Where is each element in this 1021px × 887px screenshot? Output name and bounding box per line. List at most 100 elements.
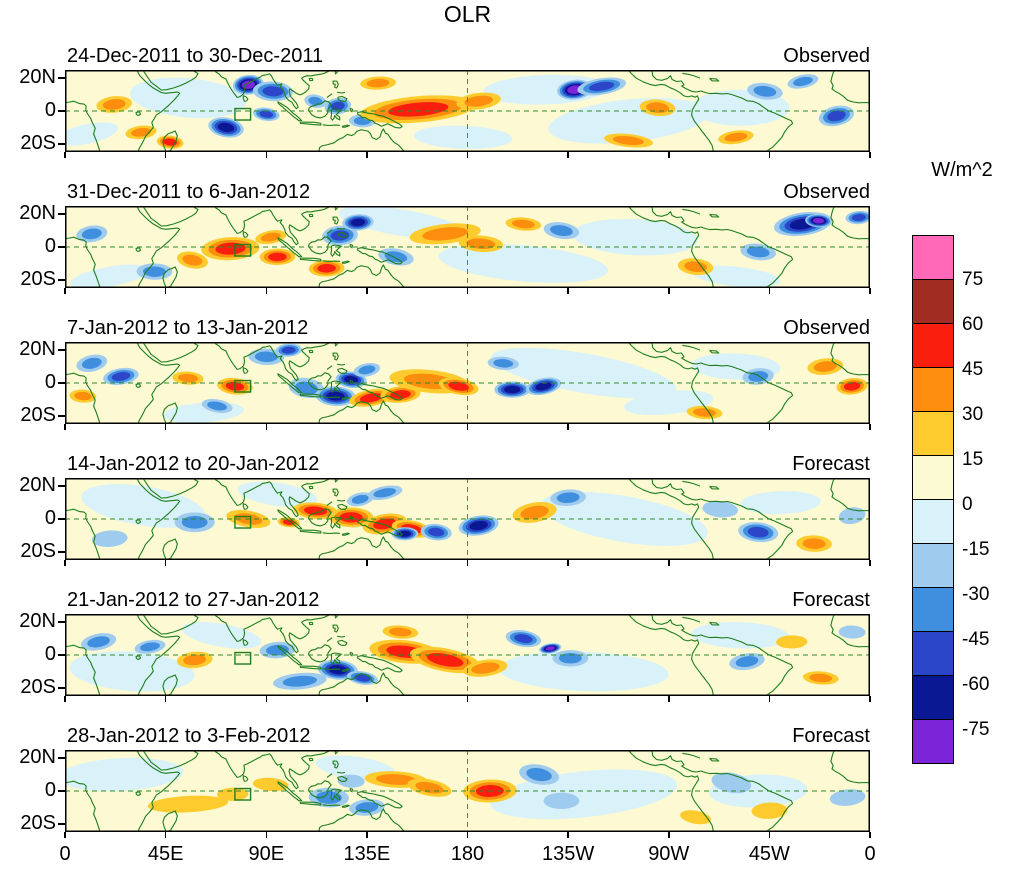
coastline (307, 644, 332, 663)
coastline (162, 402, 178, 424)
coastline (349, 515, 354, 521)
anomaly-blob (458, 235, 504, 253)
anomaly-blob (796, 535, 832, 552)
coastline (651, 342, 794, 424)
y-axis-tick-label: 20N (19, 746, 56, 769)
anomaly-blob (346, 492, 374, 507)
anomaly-blob (174, 512, 215, 533)
panel-kind-label: Observed (783, 45, 870, 67)
anomaly-blob (519, 764, 559, 785)
x-axis-tick-mark (567, 832, 569, 838)
coastline (326, 773, 333, 778)
coastline (337, 499, 346, 502)
coastline (337, 95, 348, 102)
coastline (326, 637, 333, 642)
anomaly-blob (838, 507, 866, 525)
panel-border (65, 614, 870, 696)
x-axis-tick-mark (567, 288, 569, 294)
anomaly-blob (176, 651, 213, 669)
coastline (326, 365, 333, 370)
x-axis-tick-mark (768, 560, 771, 566)
anomaly-blob (572, 218, 698, 256)
coastline (682, 72, 701, 79)
coastline (337, 503, 348, 510)
x-axis-tick-label: 90W (648, 843, 690, 865)
panel-date-label: 21-Jan-2012 to 27-Jan-2012 (67, 589, 320, 611)
colorbar-cell (912, 675, 954, 720)
coastline (307, 100, 332, 119)
coastline (341, 532, 350, 536)
coastline (349, 243, 354, 249)
x-axis-tick-mark (164, 696, 167, 702)
colorbar-cell (912, 323, 954, 368)
x-axis-tick-mark (164, 288, 167, 294)
x-axis-tick-mark (64, 560, 66, 566)
coastlines (65, 342, 870, 424)
coastline (349, 107, 354, 113)
coastline (682, 208, 701, 215)
anomaly-blob (201, 398, 233, 413)
x-axis-tick-mark (164, 560, 167, 566)
panel-kind-label: Forecast (792, 589, 870, 611)
coastline (318, 672, 405, 696)
coastline (341, 668, 350, 672)
y-axis-tick-mark (58, 213, 65, 215)
coastline (162, 266, 178, 288)
anomaly-blob (382, 625, 419, 639)
coastline (682, 752, 701, 759)
colorbar-tick-label: 30 (962, 404, 984, 425)
x-axis-tick-mark (265, 560, 267, 566)
x-axis-tick-mark (768, 832, 771, 838)
x-axis-tick-mark (768, 288, 771, 294)
coastline (277, 509, 303, 530)
coastline (332, 624, 339, 633)
coastline (332, 80, 339, 89)
anomaly-blob (81, 484, 206, 528)
anomaly-blob (293, 502, 338, 520)
x-axis-tick-label: 45W (748, 843, 790, 865)
coastline (651, 750, 794, 832)
anomaly-blob (252, 777, 289, 792)
x-axis-tick-mark (64, 288, 66, 294)
x-axis-tick-mark (164, 152, 167, 158)
coastline (349, 379, 354, 385)
x-axis-tick-mark (567, 696, 569, 702)
coastline (318, 536, 405, 560)
x-axis-tick-mark (869, 288, 871, 294)
coastline (332, 352, 339, 361)
anomaly-blob (829, 789, 866, 806)
anomaly-blob (740, 243, 776, 261)
coastline (136, 750, 181, 832)
index-region-box (234, 379, 252, 393)
x-axis-tick-mark (768, 152, 771, 158)
coastline (337, 231, 348, 238)
coastline (142, 206, 199, 227)
coastline (136, 342, 181, 424)
index-region-box (234, 107, 252, 121)
panel-date-label: 7-Jan-2012 to 13-Jan-2012 (67, 317, 309, 339)
anomaly-field (69, 622, 866, 692)
coastline (332, 488, 339, 497)
colorbar-tick-label: -60 (962, 674, 990, 695)
map-panel (65, 614, 870, 696)
coastline (318, 128, 405, 152)
coastline (651, 478, 794, 560)
coastline (682, 616, 701, 623)
index-region-box (234, 243, 252, 257)
coastline (709, 77, 720, 82)
x-axis-tick-mark (466, 560, 469, 566)
anomaly-blob (498, 651, 669, 692)
anomaly-blob (691, 265, 781, 288)
panel-border (65, 70, 870, 152)
coastline (651, 70, 794, 152)
colorbar-cell (912, 367, 954, 412)
x-axis-tick-mark (869, 832, 871, 838)
x-axis-tick-mark (366, 152, 368, 158)
panel-date-label: 28-Jan-2012 to 3-Feb-2012 (67, 725, 311, 747)
coastline (277, 237, 303, 258)
anomaly-blob (134, 639, 166, 654)
anomaly-blob (147, 795, 229, 813)
coastline (337, 227, 346, 230)
y-axis-tick-mark (58, 143, 65, 145)
coastline (337, 639, 348, 646)
